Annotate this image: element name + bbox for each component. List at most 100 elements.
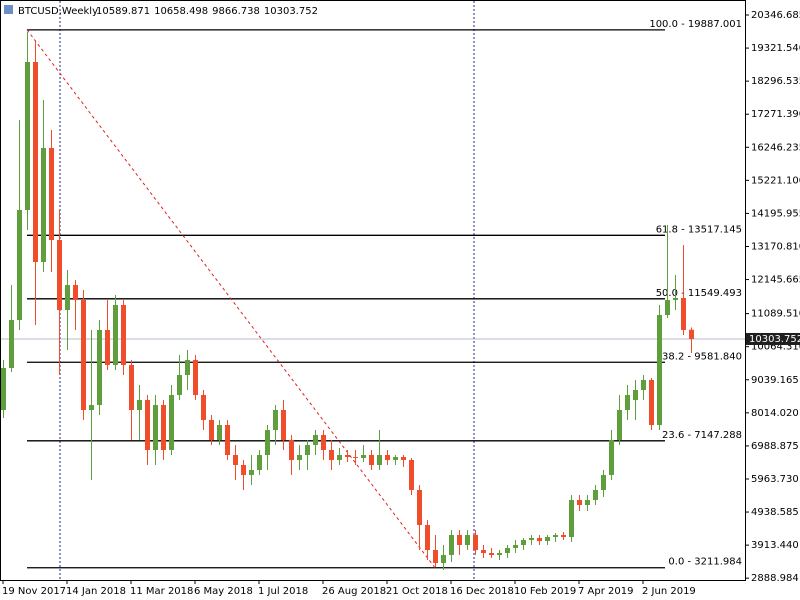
- candle-body: [585, 500, 590, 506]
- candle-body: [217, 425, 222, 441]
- candle-body: [97, 330, 102, 406]
- candle-body: [681, 298, 686, 331]
- candle-body: [465, 535, 470, 546]
- candle-body: [385, 455, 390, 461]
- candle-body: [401, 457, 406, 461]
- candle-body: [329, 450, 334, 461]
- y-tick-label: 14195.955: [751, 208, 800, 219]
- candle-body: [513, 545, 518, 549]
- candle-body: [89, 405, 94, 411]
- candle-body: [361, 455, 366, 459]
- fib-label: 0.0 - 3211.984: [668, 557, 742, 568]
- symbol-icon: [4, 5, 13, 14]
- candle-body: [521, 540, 526, 546]
- candle-body: [225, 425, 230, 456]
- candle-body: [257, 455, 262, 471]
- candle-body: [433, 550, 438, 564]
- y-tick-label: 9039.165: [751, 375, 799, 386]
- candle-body: [305, 445, 310, 456]
- x-tick-label: 7 Apr 2019: [578, 586, 633, 597]
- fib-label: 38.2 - 9581.840: [662, 351, 742, 362]
- y-tick-label: 18296.535: [751, 76, 800, 87]
- candle-body: [129, 365, 134, 411]
- candle-body: [273, 410, 278, 431]
- candle-body: [145, 400, 150, 451]
- candle-body: [441, 555, 446, 564]
- y-tick-label: 6988.875: [751, 441, 799, 452]
- y-tick-label: 19321.540: [751, 43, 800, 54]
- y-tick-label: 3913.440: [751, 540, 799, 551]
- candle-body: [65, 285, 70, 311]
- candle-body: [577, 500, 582, 506]
- candle-body: [393, 457, 398, 461]
- candle-body: [641, 380, 646, 391]
- y-tick-label: 2888.984: [751, 573, 799, 584]
- candle-body: [169, 395, 174, 451]
- y-tick-label: 15221.100: [751, 175, 800, 186]
- candle-body: [537, 538, 542, 542]
- x-tick-label: 2 Jun 2019: [642, 586, 696, 597]
- x-tick-label: 19 Nov 2017: [2, 586, 66, 597]
- candle-body: [689, 329, 694, 339]
- header-value: 10658.498: [154, 6, 208, 17]
- fib-label: 100.0 - 19887.001: [649, 19, 742, 30]
- candle-body: [489, 553, 494, 556]
- candle-body: [289, 440, 294, 461]
- candle-body: [233, 455, 238, 466]
- candle-body: [569, 500, 574, 538]
- candle-body: [377, 455, 382, 466]
- y-tick-label: 8014.020: [751, 408, 799, 419]
- price-box-label: 10303.752: [749, 334, 800, 345]
- candle-body: [209, 420, 214, 441]
- candle-body: [457, 535, 462, 546]
- symbol: BTCUSD,Weekly: [18, 6, 98, 17]
- x-tick-label: 26 Aug 2018: [322, 586, 386, 597]
- fib-label: 61.8 - 13517.145: [656, 224, 742, 235]
- x-tick-label: 11 Mar 2018: [130, 586, 193, 597]
- candle-body: [249, 470, 254, 476]
- candle-body: [17, 210, 22, 321]
- candle-body: [561, 535, 566, 538]
- candle-body: [33, 62, 38, 263]
- candle-body: [265, 430, 270, 456]
- candle-body: [417, 490, 422, 526]
- y-tick-label: 13170.810: [751, 241, 800, 252]
- candle-body: [649, 380, 654, 426]
- candle-body: [473, 535, 478, 551]
- y-tick-label: 12145.665: [751, 275, 800, 286]
- fib-trendline: [26, 29, 436, 569]
- candle-body: [633, 390, 638, 401]
- plot-area: [0, 0, 746, 581]
- header-value: 10589.871: [96, 6, 150, 17]
- candle-body: [609, 440, 614, 476]
- y-tick-label: 5963.730: [751, 474, 799, 485]
- header-value: 9866.738: [212, 6, 260, 17]
- candle-body: [673, 298, 678, 301]
- candle-body: [369, 455, 374, 466]
- x-tick-label: 10 Feb 2019: [514, 586, 576, 597]
- candle-body: [529, 538, 534, 541]
- candle-body: [337, 455, 342, 461]
- y-tick-label: 4938.585: [751, 507, 799, 518]
- candle-body: [153, 405, 158, 451]
- price-box: [746, 332, 800, 345]
- y-tick-label: 17271.390: [751, 109, 800, 120]
- candle-body: [113, 305, 118, 366]
- y-tick-label: 16246.235: [751, 142, 800, 153]
- header: BTCUSD,Weekly 10589.871 10658.498 9866.738…: [4, 5, 318, 17]
- candle-body: [105, 330, 110, 366]
- candle-body: [241, 465, 246, 476]
- candle-body: [497, 553, 502, 556]
- candle-body: [193, 360, 198, 396]
- candle-body: [177, 375, 182, 396]
- candle-body: [601, 475, 606, 491]
- candle-body: [81, 300, 86, 411]
- candle-body: [73, 285, 78, 301]
- candle-body: [481, 550, 486, 554]
- candle-body: [201, 395, 206, 421]
- candle-body: [121, 305, 126, 366]
- candle-body: [553, 535, 558, 538]
- candle-body: [297, 455, 302, 461]
- candle-body: [1, 368, 6, 411]
